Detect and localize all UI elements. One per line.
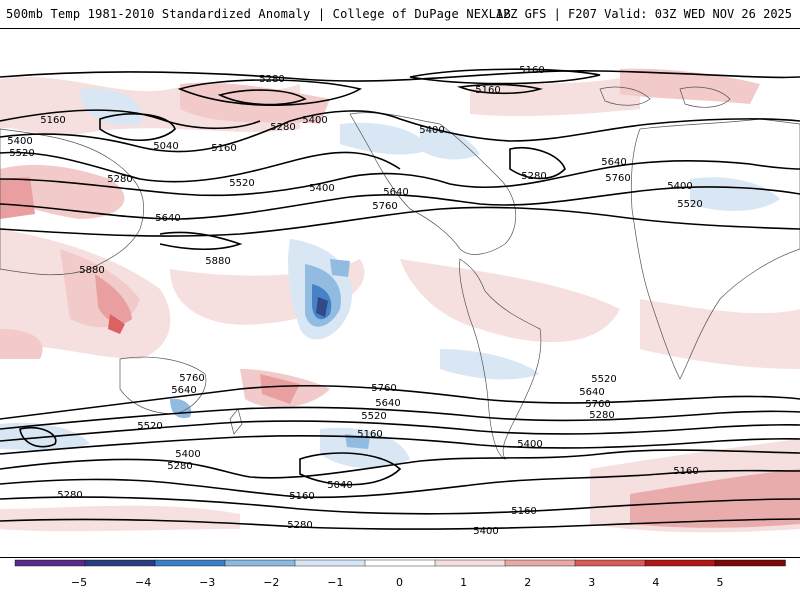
contour-label: 5040 [327,480,352,491]
colorbar-segment [644,559,716,567]
contour-label: 5520 [361,411,386,422]
contour-label: 5640 [383,187,408,198]
contour-label: 5160 [289,491,314,502]
colorbar-segment [364,559,436,567]
contour-label: 5400 [517,439,542,450]
colorbar-tick-label: 0 [396,576,403,589]
colorbar-tick-label: −3 [199,576,216,589]
contour-label: 5040 [153,141,178,152]
coastlines [0,86,800,460]
contour-label: 5640 [375,398,400,409]
contour-label: 5400 [309,183,334,194]
contour-label: 5160 [475,85,500,96]
contour-label: 5160 [357,429,382,440]
contour-label: 5760 [605,173,630,184]
contour-label: 5280 [107,174,132,185]
contour-label: 5640 [601,157,626,168]
contour-label: 5760 [371,383,396,394]
contour-label: 5880 [79,265,104,276]
height-contours [0,68,800,530]
contour-label: 5280 [287,520,312,531]
colorbar-segment [294,559,366,567]
colorbar-segment [224,559,296,567]
contour-label: 5400 [419,125,444,136]
colorbar-tick-label: 4 [652,576,660,589]
contour-label: 5520 [591,374,616,385]
colorbar-tick-label: −4 [134,576,152,589]
anomaly-map[interactable]: 5280 5160 5160 5400 5400 5160 5400 5520 … [0,29,800,558]
colorbar-tick-label: 3 [588,576,596,589]
contour-label: 5280 [589,410,614,421]
contour-label: 5280 [167,461,192,472]
colorbar-tick-label: −2 [263,576,280,589]
colorbar-segment [714,559,786,567]
colorbar-tick-label: −1 [327,576,344,589]
contour-label: 5400 [667,181,692,192]
contour-label: 5400 [175,449,200,460]
colorbar-tick-label: 2 [524,576,532,589]
colorbar-segment [14,559,86,567]
contour-label: 5760 [179,373,204,384]
anomaly-shading [0,68,800,533]
contour-label: 5760 [372,201,397,212]
contour-label: 5280 [57,490,82,501]
contour-label: 5280 [259,74,284,85]
contour-label: 5400 [7,136,32,147]
contour-label: 5160 [519,65,544,76]
colorbar-segment [574,559,646,567]
colorbar: −5 −4 −3 −2 −1 0 1 2 3 4 5 [0,558,800,600]
contour-label: 5520 [229,178,254,189]
contour-label: 5520 [137,421,162,432]
contour-label: 5400 [302,115,327,126]
run-info: 12Z GFS | F207 Valid: 03Z WED NOV 26 202… [495,7,792,21]
contour-label: 5160 [40,115,65,126]
contour-label: 5160 [673,466,698,477]
contour-label: 5280 [270,122,295,133]
contour-label: 5160 [511,506,536,517]
contour-label: 5640 [579,387,604,398]
contour-label: 5400 [473,526,498,537]
colorbar-segment [504,559,576,567]
contour-label: 5640 [155,213,180,224]
contour-label: 5280 [521,171,546,182]
contour-label: 5880 [205,256,230,267]
contour-labels: 5280 5160 5160 5400 5400 5160 5400 5520 … [7,65,702,537]
contour-label: 5520 [9,148,34,159]
colorbar-segment [434,559,506,567]
header: 500mb Temp 1981-2010 Standardized Anomal… [0,0,800,28]
colorbar-tick-label: −5 [70,576,88,589]
contour-label: 5640 [171,385,196,396]
map-panel[interactable]: 5280 5160 5160 5400 5400 5160 5400 5520 … [0,28,800,558]
colorbar-tick-label: 5 [716,576,724,589]
colorbar-segment [154,559,226,567]
contour-label: 5760 [585,399,610,410]
colorbar-segment [84,559,156,567]
map-title: 500mb Temp 1981-2010 Standardized Anomal… [6,7,511,21]
colorbar-strip [14,559,786,567]
contour-label: 5160 [211,143,236,154]
contour-label: 5520 [677,199,702,210]
colorbar-tick-label: 1 [460,576,468,589]
